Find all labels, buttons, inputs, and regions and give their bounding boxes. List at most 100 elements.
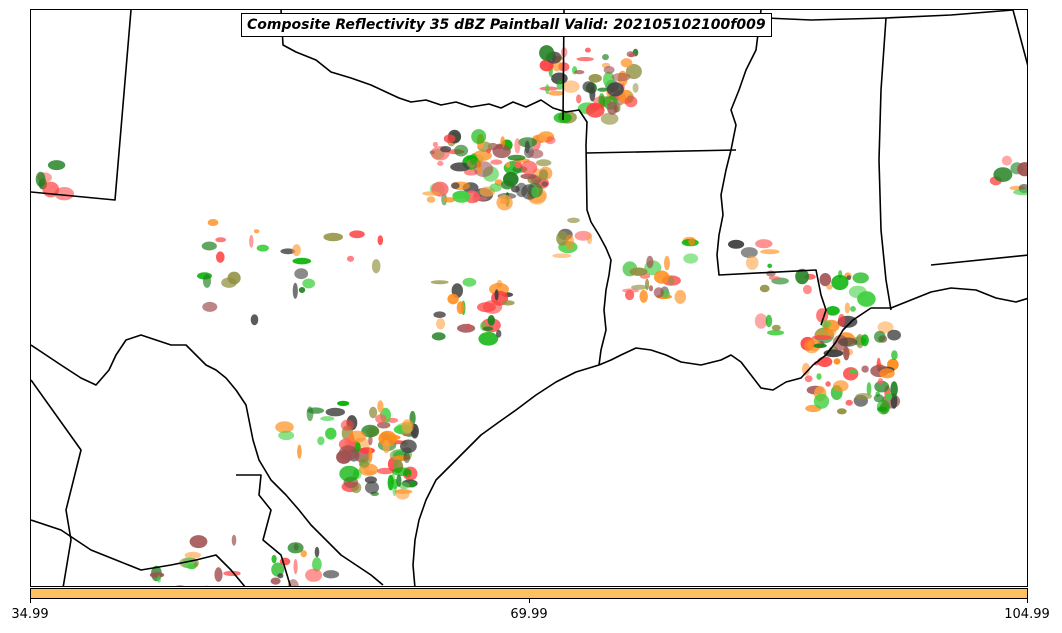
reflectivity-blob xyxy=(317,436,325,446)
reflectivity-blob xyxy=(795,268,809,285)
reflectivity-blob xyxy=(437,161,444,166)
reflectivity-blob xyxy=(819,273,832,287)
border-mx-state-2 xyxy=(31,519,246,586)
reflectivity-blob xyxy=(846,275,852,281)
reflectivity-blob xyxy=(562,80,580,93)
reflectivity-blob xyxy=(433,311,446,319)
reflectivity-blob xyxy=(606,82,624,97)
reflectivity-blob xyxy=(825,306,840,316)
reflectivity-blob xyxy=(487,315,495,326)
reflectivity-blob xyxy=(271,562,285,577)
reflectivity-blob xyxy=(861,365,869,373)
reflectivity-blob xyxy=(436,318,446,330)
reflectivity-blob xyxy=(852,272,869,284)
reflectivity-blob xyxy=(297,444,302,459)
reflectivity-blob xyxy=(600,112,619,125)
reflectivity-blob xyxy=(452,190,471,203)
reflectivity-blob xyxy=(548,90,565,96)
reflectivity-blob xyxy=(838,313,846,327)
reflectivity-blob xyxy=(314,546,320,558)
reflectivity-blob xyxy=(745,255,759,270)
reflectivity-blob xyxy=(629,267,648,276)
reflectivity-blob xyxy=(803,284,812,295)
reflectivity-blob xyxy=(831,274,849,291)
reflectivity-blob xyxy=(47,160,66,171)
reflectivity-blob xyxy=(278,430,295,441)
colorbar xyxy=(30,588,1028,599)
reflectivity-blob xyxy=(531,186,539,198)
reflectivity-blob xyxy=(305,568,323,582)
reflectivity-blob xyxy=(359,447,375,454)
reflectivity-blob xyxy=(874,380,890,393)
reflectivity-blob xyxy=(175,585,185,586)
reflectivity-blob xyxy=(443,197,456,203)
border-nm-tx xyxy=(31,10,132,201)
reflectivity-blob xyxy=(279,557,291,566)
colorbar-tick-left xyxy=(30,599,31,603)
reflectivity-blob xyxy=(507,154,526,161)
reflectivity-blob xyxy=(207,219,219,226)
reflectivity-blob xyxy=(490,159,503,165)
reflectivity-blob xyxy=(476,160,483,174)
reflectivity-blob xyxy=(607,101,618,115)
coastline xyxy=(598,287,1027,391)
reflectivity-blob xyxy=(844,302,851,314)
border-mx-state xyxy=(31,379,82,586)
reflectivity-blob xyxy=(443,134,456,143)
reflectivity-blob xyxy=(768,276,781,281)
reflectivity-blob xyxy=(456,301,465,315)
reflectivity-blob xyxy=(293,559,298,575)
reflectivity-blob xyxy=(253,229,260,234)
reflectivity-blob xyxy=(530,176,542,185)
border-ar-la xyxy=(585,149,737,154)
reflectivity-blob xyxy=(216,251,225,263)
reflectivity-blob xyxy=(462,277,477,287)
reflectivity-blob xyxy=(625,63,642,80)
reflectivity-blob xyxy=(524,140,530,154)
border-ms-al xyxy=(878,17,892,311)
reflectivity-blob xyxy=(887,329,901,341)
reflectivity-blob xyxy=(624,95,638,108)
reflectivity-blob xyxy=(377,235,384,246)
reflectivity-blob xyxy=(556,231,569,246)
reflectivity-blob xyxy=(520,160,538,175)
reflectivity-blob xyxy=(632,83,639,93)
reflectivity-blob xyxy=(249,234,254,248)
reflectivity-map xyxy=(31,10,1027,586)
reflectivity-blob xyxy=(371,259,381,274)
reflectivity-blob xyxy=(514,160,522,169)
reflectivity-blob xyxy=(496,194,513,211)
reflectivity-blob xyxy=(879,368,895,379)
reflectivity-blob xyxy=(157,575,161,583)
reflectivity-blob xyxy=(457,323,476,333)
reflectivity-blob xyxy=(552,253,572,258)
reflectivity-blob xyxy=(539,45,555,61)
reflectivity-blob xyxy=(482,300,503,314)
border-mississippi xyxy=(716,10,827,326)
colorbar-tick-label-mid: 69.99 xyxy=(510,607,548,622)
reflectivity-blob xyxy=(470,196,488,201)
reflectivity-blob xyxy=(270,577,281,585)
reflectivity-blob xyxy=(556,79,564,91)
reflectivity-blob xyxy=(653,287,664,298)
reflectivity-blob xyxy=(364,476,377,484)
reflectivity-blob xyxy=(400,439,417,454)
reflectivity-blob xyxy=(646,255,654,269)
reflectivity-blob xyxy=(215,237,227,243)
reflectivity-blob xyxy=(567,217,580,223)
colorbar-tick-right xyxy=(1027,599,1028,603)
reflectivity-blob xyxy=(654,270,670,284)
reflectivity-blob xyxy=(369,406,378,419)
reflectivity-blob xyxy=(539,169,549,181)
reflectivity-blob xyxy=(833,380,849,392)
reflectivity-blob xyxy=(323,232,344,242)
border-tx-la xyxy=(585,144,612,366)
map-title: Composite Reflectivity 35 dBZ Paintball … xyxy=(241,13,772,37)
reflectivity-blob xyxy=(688,237,696,246)
reflectivity-blob xyxy=(472,150,492,161)
border-top-right xyxy=(765,10,1014,21)
colorbar-tick-label-min: 34.99 xyxy=(11,607,49,622)
reflectivity-blob xyxy=(325,427,337,440)
reflectivity-blob xyxy=(586,233,593,245)
reflectivity-blob xyxy=(336,450,352,464)
